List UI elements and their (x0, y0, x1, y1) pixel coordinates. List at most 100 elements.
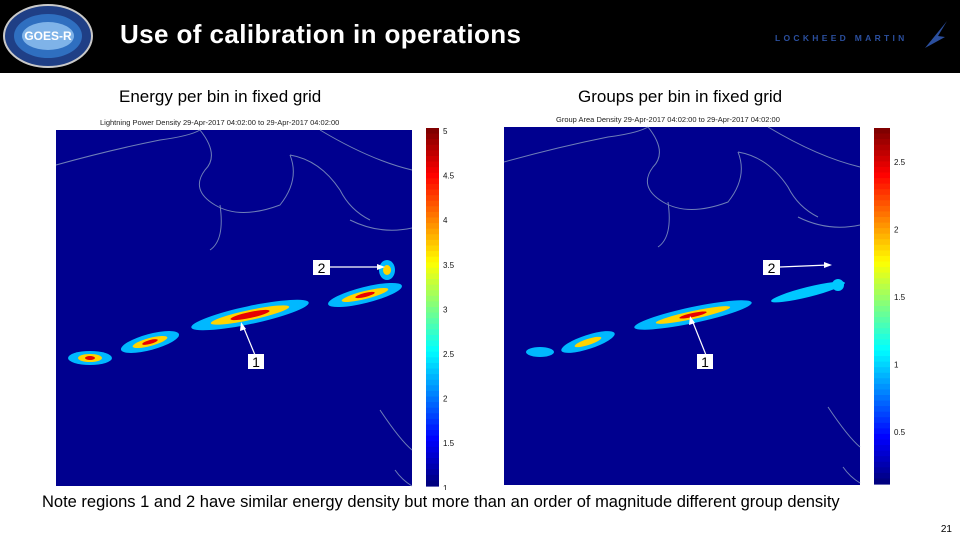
left-colorbar-segment (426, 323, 439, 330)
right-colorbar-segment (874, 428, 890, 435)
left-colorbar-segment (426, 374, 439, 381)
left-colorbar-segment (426, 251, 439, 258)
left-colorbar-tick: 2.5 (443, 350, 455, 359)
right-marker-1: 1 (689, 316, 713, 370)
left-colorbar-segment (426, 284, 439, 291)
right-colorbar-segment (874, 222, 890, 229)
right-colorbar-segment (874, 144, 890, 151)
left-colorbar-segment (426, 217, 439, 224)
left-colorbar-segment (426, 458, 439, 465)
right-colorbar-ticks: 2.5 2 1.5 1 0.5 (894, 158, 906, 437)
left-colorbar-segment (426, 195, 439, 202)
right-marker-2: 2 (763, 260, 832, 276)
left-colorbar-segment (426, 390, 439, 398)
left-colorbar-segment (426, 245, 439, 252)
left-colorbar-segment (426, 446, 439, 454)
right-colorbar-segment (874, 267, 890, 274)
right-colorbar-segment (874, 422, 890, 429)
page-title: Use of calibration in operations (120, 19, 522, 49)
right-colorbar-segment (874, 322, 890, 329)
right-colorbar-segment (874, 439, 890, 446)
left-colorbar-segment (426, 267, 439, 275)
svg-text:1: 1 (701, 354, 709, 370)
right-colorbar-segment (874, 450, 890, 457)
left-colorbar-segment (426, 362, 439, 370)
right-colorbar-segment (874, 211, 890, 218)
left-lightning-clusters (68, 260, 402, 365)
right-colorbar-segment (874, 361, 890, 368)
left-panel-subtitle: Energy per bin in fixed grid (119, 87, 322, 106)
right-colorbar-segment (874, 350, 890, 357)
right-panel-subtitle: Groups per bin in fixed grid (578, 87, 783, 106)
right-group-clusters (526, 279, 845, 357)
right-colorbar-segment (874, 205, 890, 213)
right-colorbar-tick: 2 (894, 226, 899, 235)
right-colorbar-segment (874, 311, 890, 318)
right-colorbar-tick: 1 (894, 361, 899, 370)
energy-density-panel: Lightning Power Density 29-Apr-2017 04:0… (55, 118, 455, 490)
left-colorbar-segment (426, 385, 439, 392)
right-colorbar-segment (874, 356, 890, 363)
left-colorbar-segment (426, 239, 439, 247)
left-colorbar-segment (426, 379, 439, 386)
right-colorbar-segment (874, 378, 890, 385)
left-colorbar-segment (426, 469, 439, 476)
left-colorbar-segment (426, 307, 439, 314)
right-map (504, 127, 860, 485)
left-plot-title: Lightning Power Density 29-Apr-2017 04:0… (100, 118, 339, 127)
right-colorbar-segment (874, 261, 890, 268)
left-colorbar-segment (426, 279, 439, 286)
right-colorbar-segment (874, 272, 890, 279)
right-coastlines (503, 126, 861, 484)
left-colorbar-segment (426, 435, 439, 442)
left-coastlines (55, 129, 413, 487)
right-colorbar-segment (874, 166, 890, 174)
right-colorbar-tick: 2.5 (894, 158, 906, 167)
left-colorbar-ticks: 5 4.5 4 3.5 3 2.5 2 1.5 1 (443, 127, 455, 490)
left-colorbar-segment (426, 155, 439, 163)
goes-r-logo-icon: GOES-R (3, 4, 93, 68)
left-colorbar-segment (426, 351, 439, 358)
right-colorbar-segment (874, 411, 890, 418)
left-colorbar-segment (426, 312, 439, 319)
right-colorbar-segment (874, 228, 890, 235)
left-colorbar-segment (426, 139, 439, 146)
left-colorbar-segment (426, 424, 439, 431)
right-colorbar-segment (874, 283, 890, 290)
right-colorbar-tick: 1.5 (894, 293, 906, 302)
left-colorbar-segment (426, 167, 439, 174)
left-colorbar-segment (426, 211, 439, 219)
left-colorbar-segment (426, 273, 439, 280)
right-colorbar-segment (874, 300, 890, 307)
left-colorbar-segment (426, 334, 439, 342)
svg-text:LOCKHEED MARTIN: LOCKHEED MARTIN (775, 33, 908, 43)
left-colorbar-tick: 1 (443, 484, 448, 490)
right-colorbar-segment (874, 372, 890, 379)
left-colorbar-segment (426, 329, 439, 336)
left-colorbar-segment (426, 402, 439, 409)
left-colorbar-segment (426, 200, 439, 207)
right-plot-title: Group Area Density 29-Apr-2017 04:02:00 … (556, 115, 780, 124)
right-colorbar-segment (874, 155, 890, 162)
left-colorbar-segment (426, 480, 439, 487)
right-colorbar-segment (874, 200, 890, 207)
right-colorbar-segment (874, 172, 890, 179)
right-colorbar-segment (874, 294, 890, 302)
right-colorbar-segment (874, 306, 890, 313)
right-colorbar-segment (874, 289, 890, 296)
right-colorbar-segment (874, 461, 890, 468)
right-colorbar-segment (874, 478, 890, 485)
right-colorbar-segment (874, 244, 890, 251)
right-colorbar-segment (874, 445, 890, 452)
right-colorbar-segment (874, 389, 890, 396)
right-colorbar-segment (874, 189, 890, 196)
left-colorbar-segment (426, 418, 439, 426)
right-colorbar (874, 128, 890, 485)
right-colorbar-segment (874, 178, 890, 185)
right-colorbar-segment (874, 233, 890, 240)
left-colorbar-segment (426, 228, 439, 235)
note-caption: Note regions 1 and 2 have similar energy… (42, 493, 840, 511)
left-colorbar-tick: 5 (443, 127, 448, 136)
svg-text:2: 2 (318, 260, 326, 276)
right-colorbar-segment (874, 128, 890, 135)
